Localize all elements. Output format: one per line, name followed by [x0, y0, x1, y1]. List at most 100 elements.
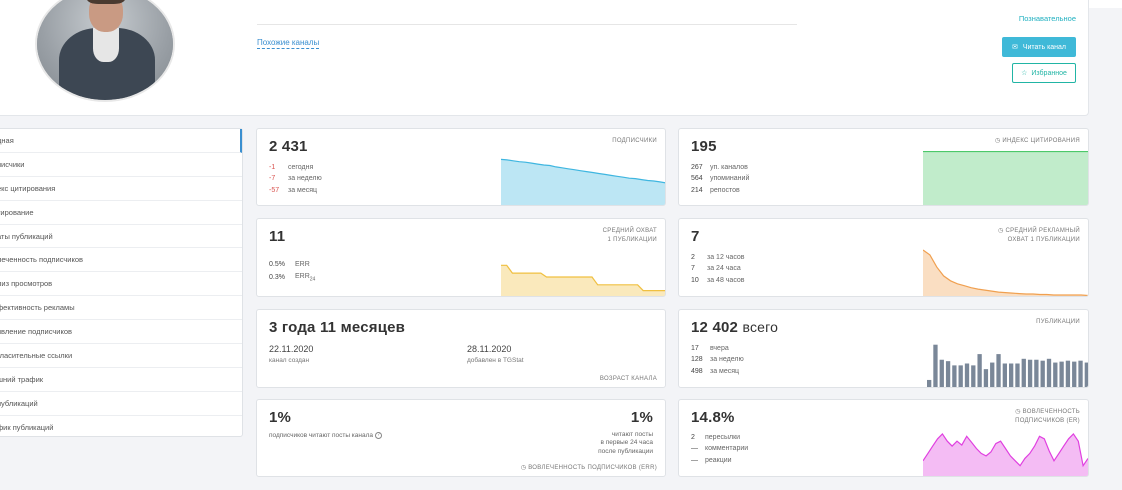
posts-bar — [1027, 359, 1033, 387]
sidebar-item-invite-links[interactable]: гласительные ссылки — [0, 344, 242, 368]
posts-bar — [964, 363, 970, 387]
sidebar-item-views-analysis[interactable]: лиз просмотров — [0, 272, 242, 297]
category-link[interactable]: Познавательное — [1018, 14, 1076, 23]
sidebar-menu: дная писчики екс цитирования тирование а… — [0, 128, 243, 437]
ad-reach-chart — [923, 247, 1088, 296]
posts-bar — [927, 379, 932, 387]
posts-bar — [990, 362, 995, 387]
posts-bar — [933, 344, 938, 387]
engagement-stats: 2 пересылки — комментарии — реакции — [691, 434, 749, 464]
posts-title: ПУБЛИКАЦИИ — [1036, 319, 1080, 325]
posts-bar — [1053, 362, 1058, 387]
posts-bar — [1002, 363, 1007, 387]
citation-stats: 267 уп. каналов 564 упоминаний 214 репостов — [691, 164, 750, 194]
reach-value: 11 — [269, 228, 286, 245]
posts-bar — [1084, 362, 1088, 387]
sidebar-item-post-reach[interactable]: аты публикаций — [0, 225, 242, 249]
err-left-label: подписчиков читают посты канала ? — [269, 432, 382, 441]
sidebar-item-subscriber-sources[interactable]: явление подписчиков — [0, 320, 242, 345]
subscribers-stats: -1 сегодня -7 за неделю -57 за месяц — [269, 164, 322, 194]
err-title: ◷ ВОВЛЕЧЕННОСТЬ ПОДПИСЧИКОВ (ERR) — [520, 465, 657, 471]
posts-bar — [1046, 358, 1052, 387]
card-avg-reach[interactable]: 11 СРЕДНИЙ ОХВАТ 1 ПУБЛИКАЦИИ 0.5% ERR 0.… — [256, 218, 666, 297]
citation-chart — [923, 151, 1088, 205]
err-right-value: 1% — [630, 409, 653, 426]
card-ad-reach[interactable]: 7 ◷ СРЕДНИЙ РЕКЛАМНЫЙ ОХВАТ 1 ПУБЛИКАЦИИ… — [678, 218, 1089, 297]
read-channel-button[interactable]: ✉ Читать канал — [1002, 37, 1076, 57]
added-date: 28.11.2020 добавлен в TGStat — [467, 344, 524, 364]
posts-bar — [1072, 361, 1077, 387]
profile-divider — [257, 24, 797, 25]
age-title: ВОЗРАСТ КАНАЛА — [599, 376, 657, 382]
reach-stats: 0.5% ERR 0.3% ERR24 — [269, 261, 316, 283]
posts-bar — [958, 365, 963, 387]
chart-area — [923, 250, 1088, 296]
chart-area — [923, 433, 1088, 476]
posts-bar — [1065, 360, 1071, 387]
info-icon: ? — [374, 432, 382, 439]
posts-bar — [971, 365, 976, 387]
reach-chart — [501, 257, 665, 296]
posts-bar — [1040, 360, 1045, 387]
chart-area — [501, 265, 665, 296]
card-err[interactable]: 1% подписчиков читают посты канала ? 1% … — [256, 399, 666, 477]
sidebar-item-posts[interactable]: публикаций — [0, 392, 242, 416]
card-channel-age[interactable]: 3 года 11 месяцев 22.11.2020 канал созда… — [256, 309, 666, 388]
sidebar-item-subscribers[interactable]: писчики — [0, 153, 242, 177]
ad-reach-title: ◷ СРЕДНИЙ РЕКЛАМНЫЙ ОХВАТ 1 ПУБЛИКАЦИИ — [997, 228, 1080, 243]
posts-bar — [996, 354, 1001, 387]
posts-bar — [983, 369, 989, 387]
sidebar-item-engagement[interactable]: леченность подписчиков — [0, 248, 242, 273]
reach-title: СРЕДНИЙ ОХВАТ 1 ПУБЛИКАЦИИ — [602, 228, 657, 243]
posts-bar — [1078, 360, 1083, 387]
channel-profile-card: Похожие каналы Познавательное ✉ Читать к… — [0, 0, 1089, 116]
sidebar-item-posts-schedule[interactable]: фик публикаций — [0, 423, 54, 433]
chart-area — [501, 159, 665, 205]
chart-area — [923, 151, 1088, 205]
card-posts[interactable]: 12 402 всего ПУБЛИКАЦИИ 17 вчера 128 за не… — [678, 309, 1089, 388]
chart-line — [501, 158, 665, 184]
posts-bar — [1034, 359, 1039, 387]
posts-bar — [945, 361, 951, 387]
posts-stats: 17 вчера 128 за неделю 498 за месяц — [691, 345, 744, 375]
posts-bar — [1015, 363, 1020, 387]
err-right-label: читают посты в первые 24 часа после публ… — [598, 431, 653, 455]
engagement-title: ◷ ВОВЛЕЧЕННОСТЬ ПОДПИСЧИКОВ (ER) — [1015, 409, 1080, 424]
ad-reach-value: 7 — [691, 228, 700, 245]
posts-bar — [1059, 361, 1064, 387]
sidebar-item-ad-efficiency[interactable]: фективность рекламы — [0, 296, 242, 321]
created-date: 22.11.2020 канал создан — [269, 344, 314, 364]
engagement-value: 14.8% — [691, 409, 735, 426]
posts-bar — [977, 354, 982, 387]
card-citation-index[interactable]: 195 ◷ ИНДЕКС ЦИТИРОВАНИЯ 267 уп. каналов … — [678, 128, 1089, 206]
citation-value: 195 — [691, 138, 717, 155]
chart-line — [923, 432, 1088, 468]
chart-line — [923, 249, 1088, 296]
sidebar-item-citations[interactable]: тирование — [0, 201, 242, 225]
posts-bar — [939, 359, 944, 387]
card-engagement[interactable]: 14.8% ◷ ВОВЛЕЧЕННОСТЬ ПОДПИСЧИКОВ (ER) 2… — [678, 399, 1089, 477]
sidebar-item-summary[interactable]: дная — [0, 129, 242, 153]
subscribers-chart — [501, 157, 665, 205]
star-icon: ☆ — [1021, 70, 1028, 77]
sidebar-item-external-traffic[interactable]: шний трафик — [0, 368, 242, 392]
card-subscribers[interactable]: 2 431 ПОДПИСЧИКИ -1 сегодня -7 за неделю -… — [256, 128, 666, 206]
channel-avatar — [35, 0, 175, 102]
citation-title: ◷ ИНДЕКС ЦИТИРОВАНИЯ — [994, 138, 1080, 144]
chart-line — [501, 264, 665, 292]
favorite-button[interactable]: ☆ Избранное — [1012, 63, 1076, 83]
posts-chart — [927, 340, 1088, 387]
subscribers-value: 2 431 — [269, 138, 308, 155]
engagement-chart — [923, 426, 1088, 476]
posts-bar — [1021, 358, 1026, 387]
err-left-value: 1% — [269, 409, 292, 426]
age-value: 3 года 11 месяцев — [269, 319, 406, 336]
subscribers-title: ПОДПИСЧИКИ — [612, 138, 657, 144]
ad-reach-stats: 2 за 12 часов 7 за 24 часа 10 за 48 часов — [691, 254, 745, 284]
posts-value: 12 402 всего — [691, 319, 779, 336]
similar-channels-link[interactable]: Похожие каналы — [257, 38, 320, 49]
posts-bar — [1009, 363, 1014, 387]
telegram-icon: ✉ — [1011, 44, 1018, 51]
sidebar-item-citation-index[interactable]: екс цитирования — [0, 177, 242, 201]
posts-bar — [952, 365, 957, 387]
